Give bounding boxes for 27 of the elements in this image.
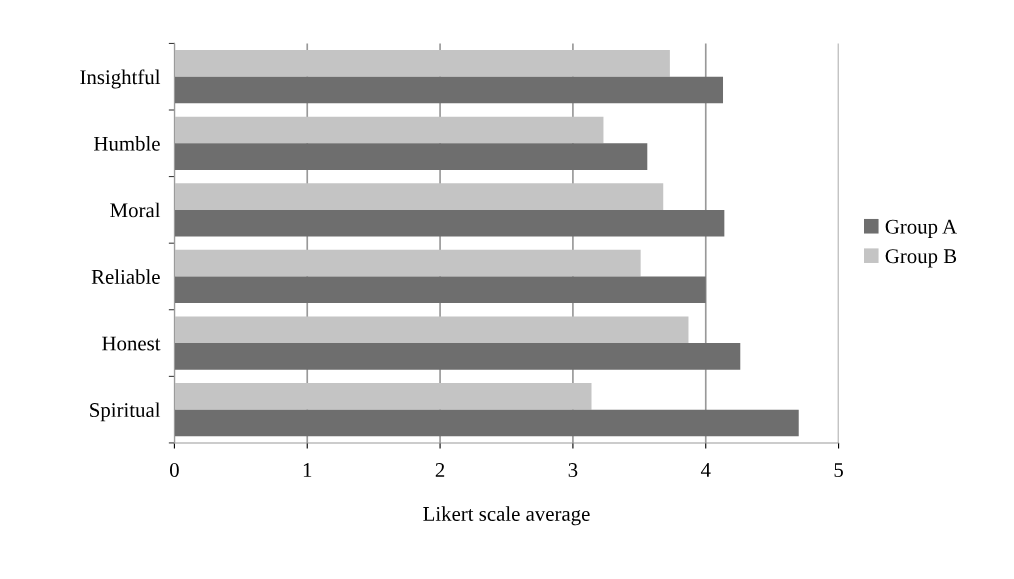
- bar: [174, 316, 689, 344]
- x-tick-label: 2: [435, 463, 445, 477]
- bar: [174, 209, 725, 237]
- bar: [174, 143, 648, 170]
- bar: [174, 76, 724, 104]
- x-tick-label: 1: [303, 463, 312, 477]
- x-tick-label: 0: [169, 462, 179, 478]
- y-tick-label: Reliable: [91, 269, 160, 284]
- y-tick-label: Insightful: [80, 69, 161, 89]
- y-tick-label: Humble: [94, 136, 160, 151]
- x-axis-title: Likert scale average: [423, 506, 590, 526]
- legend-label: Group B: [885, 249, 957, 268]
- bar: [174, 383, 592, 410]
- legend-label: Group A: [885, 219, 957, 238]
- x-tick-label: 4: [700, 463, 711, 477]
- bar: [174, 276, 706, 304]
- y-tick-label: Spiritual: [90, 402, 161, 422]
- y-tick-label: Honest: [102, 336, 161, 351]
- bar: [174, 343, 741, 370]
- x-tick-label: 3: [568, 463, 578, 478]
- y-tick-label: Moral: [110, 202, 161, 218]
- bar: [174, 409, 799, 437]
- bar: [174, 50, 670, 77]
- x-tick-label: 5: [834, 463, 843, 478]
- bar: [174, 183, 664, 210]
- bar: [174, 116, 604, 144]
- bar: [174, 249, 641, 277]
